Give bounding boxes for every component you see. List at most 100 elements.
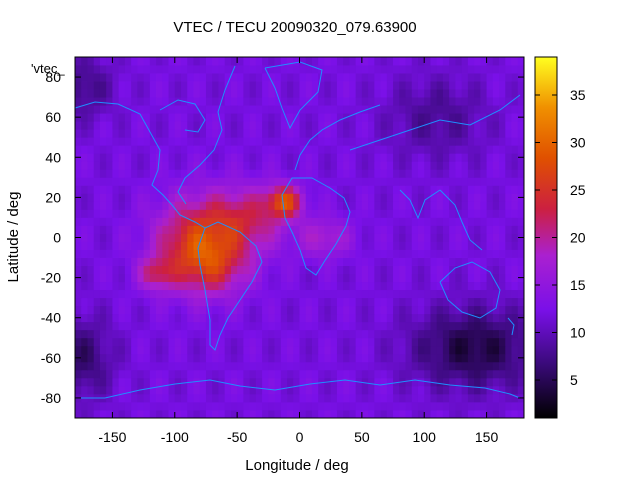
heatmap-cell [305, 353, 313, 363]
heatmap-cell [393, 369, 400, 379]
heatmap-cell [442, 249, 450, 258]
heatmap-cell [149, 233, 157, 242]
heatmap-cell [199, 121, 207, 130]
heatmap-cell [112, 401, 120, 411]
heatmap-cell [287, 257, 294, 266]
heatmap-cell [343, 225, 350, 234]
heatmap-cell [492, 113, 500, 122]
heatmap-cell [274, 209, 282, 218]
heatmap-cell [449, 353, 456, 363]
heatmap-cell [480, 225, 487, 234]
heatmap-cell [212, 65, 219, 74]
heatmap-cell [305, 113, 313, 122]
coastline-india [399, 189, 441, 220]
heatmap-cell [411, 145, 419, 154]
heatmap-cell [287, 145, 294, 154]
heatmap-cell [330, 273, 338, 283]
heatmap-cell [255, 89, 263, 98]
heatmap-cell [106, 129, 113, 138]
heatmap-cell [131, 369, 138, 379]
heatmap-cell [193, 257, 201, 266]
heatmap-cell [205, 145, 213, 154]
heatmap-cell [511, 321, 519, 331]
heatmap-cell [218, 89, 226, 98]
heatmap-cell [287, 353, 294, 363]
heatmap-cell [243, 353, 251, 363]
heatmap-cell [118, 129, 126, 138]
heatmap-cell [517, 401, 525, 411]
heatmap-cell [274, 225, 282, 234]
heatmap-cell [318, 249, 325, 258]
heatmap-cell [293, 145, 300, 154]
heatmap-cell [75, 409, 82, 419]
heatmap-cell [218, 297, 226, 307]
heatmap-cell [205, 401, 213, 411]
heatmap-cell [455, 113, 463, 122]
key-label: 'vtec_ [31, 61, 65, 76]
heatmap-cell [455, 217, 463, 226]
heatmap-cell [237, 377, 244, 387]
heatmap-cell [99, 225, 107, 234]
heatmap-cell [461, 105, 469, 114]
heatmap-cell [156, 281, 163, 291]
heatmap-cell [262, 289, 269, 299]
heatmap-cell [449, 169, 456, 178]
heatmap-cell [449, 225, 456, 234]
heatmap-cell [124, 113, 132, 122]
heatmap-cell [230, 209, 238, 218]
heatmap-cell [199, 129, 207, 138]
heatmap-cell [149, 169, 157, 178]
heatmap-cell [499, 73, 506, 82]
heatmap-cell [517, 185, 525, 194]
heatmap-cell [311, 361, 319, 371]
heatmap-cell [93, 113, 101, 122]
heatmap-cell [505, 329, 512, 339]
heatmap-cell [99, 57, 107, 66]
heatmap-cell [336, 265, 344, 274]
heatmap-cell [380, 281, 388, 291]
heatmap-cell [424, 329, 431, 339]
heatmap-cell [311, 193, 319, 202]
heatmap-cell [330, 129, 338, 138]
heatmap-cell [455, 73, 463, 82]
heatmap-cell [181, 289, 188, 299]
heatmap-cell [486, 65, 494, 74]
heatmap-cell [249, 185, 257, 194]
heatmap-cell [187, 145, 194, 154]
heatmap-cell [262, 241, 269, 250]
heatmap-cell [393, 161, 400, 170]
heatmap-cell [143, 241, 151, 250]
heatmap-cell [181, 121, 188, 130]
heatmap-cell [442, 305, 450, 315]
heatmap-cell [199, 361, 207, 371]
heatmap-cell [168, 353, 176, 363]
heatmap-cell [480, 321, 487, 331]
heatmap-cell [187, 369, 194, 379]
heatmap-cell [355, 129, 363, 138]
heatmap-cell [137, 129, 144, 138]
heatmap-cell [75, 257, 82, 266]
heatmap-cell [224, 217, 232, 226]
heatmap-cell [131, 137, 138, 146]
heatmap-cell [474, 401, 481, 411]
heatmap-cell [480, 393, 487, 403]
heatmap-cell [75, 345, 82, 355]
heatmap-cell [118, 265, 126, 274]
heatmap-cell [131, 121, 138, 130]
heatmap-cell [311, 129, 319, 138]
heatmap-cell [249, 401, 257, 411]
heatmap-cell [243, 65, 251, 74]
heatmap-cell [193, 241, 201, 250]
heatmap-cell [449, 313, 456, 323]
heatmap-cell [374, 337, 381, 347]
heatmap-cell [505, 241, 512, 250]
heatmap-cell [205, 273, 213, 283]
heatmap-cell [280, 337, 288, 347]
heatmap-cell [93, 401, 101, 411]
heatmap-cell [324, 393, 332, 403]
heatmap-cell [156, 265, 163, 274]
heatmap-cell [492, 81, 500, 90]
heatmap-cell [293, 337, 300, 347]
